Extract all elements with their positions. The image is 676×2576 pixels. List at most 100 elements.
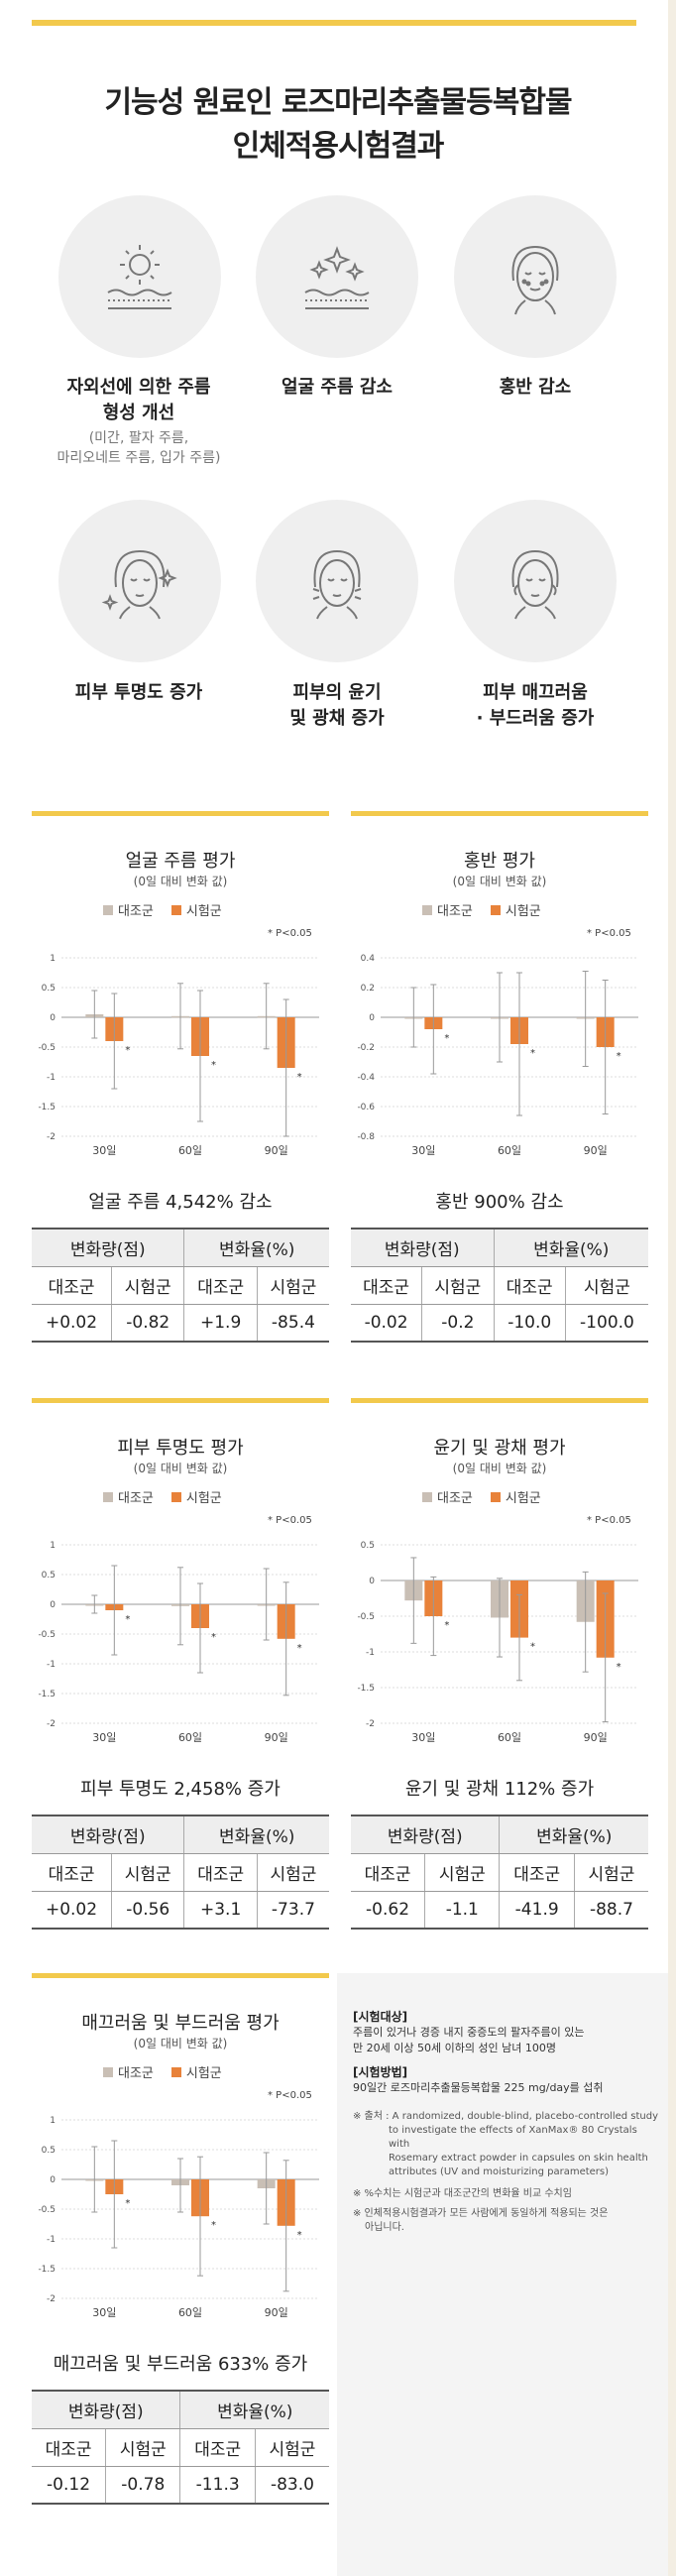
significance-star: * bbox=[444, 1033, 449, 1044]
chart-subtitle: (0일 대비 변화 값) bbox=[452, 875, 547, 888]
y-tick-label: -0.8 bbox=[357, 1132, 375, 1142]
bar-chart: 0.4 0.2 0 -0.2 -0.4 -0.6 -0.8 * 30일 * 60일 * 90일 bbox=[357, 954, 638, 1157]
header-control: 대조군 bbox=[32, 2428, 106, 2467]
x-category-label: 60일 bbox=[498, 1143, 521, 1157]
significance-note: * P<0.05 bbox=[587, 928, 631, 939]
significance-note: * P<0.05 bbox=[268, 928, 312, 939]
x-category-label: 30일 bbox=[411, 1730, 435, 1744]
y-tick-label: 0.5 bbox=[42, 2146, 56, 2156]
header-change-amount: 변화량(점) bbox=[351, 1815, 500, 1854]
y-tick-label: 0.2 bbox=[361, 984, 375, 994]
y-tick-label: -2 bbox=[366, 1719, 375, 1729]
y-tick-label: -0.5 bbox=[38, 1630, 56, 1640]
y-tick-label: -1 bbox=[366, 1648, 375, 1658]
chart-subtitle: (0일 대비 변화 값) bbox=[133, 1462, 228, 1475]
legend-swatch-control bbox=[103, 2066, 113, 2077]
x-category-label: 30일 bbox=[92, 1143, 116, 1157]
y-tick-label: 0 bbox=[50, 2175, 56, 2185]
legend-swatch-control bbox=[103, 1491, 113, 1502]
subjects-line1: 주름이 있거나 경증 내지 중증도의 팔자주름이 있는 bbox=[353, 2026, 585, 2039]
section-accent-bar bbox=[32, 811, 329, 816]
table-value: -0.82 bbox=[111, 1304, 184, 1343]
source-line2: to investigate the effects of XanMax® 80… bbox=[389, 2125, 637, 2150]
header-test: 시험군 bbox=[256, 1853, 329, 1892]
effect-label-2: 얼굴 주름 감소 bbox=[282, 377, 393, 398]
table-value: +0.02 bbox=[32, 1891, 112, 1930]
header-control: 대조군 bbox=[493, 1266, 566, 1305]
chart-legend: 대조군 시험군 bbox=[422, 900, 541, 919]
legend-swatch-test bbox=[490, 1491, 501, 1502]
legend-test: 시험군 bbox=[490, 900, 541, 919]
table-value: -0.56 bbox=[111, 1891, 184, 1930]
y-tick-label: 0 bbox=[369, 1577, 375, 1586]
effect-label-5a: 피부의 윤기 bbox=[292, 682, 382, 703]
significance-star: * bbox=[211, 1632, 216, 1643]
subjects-heading: [시험대상] bbox=[353, 2010, 408, 2024]
significance-star: * bbox=[297, 2230, 302, 2241]
result-table: 변화량(점) 변화율(%) 대조군 시험군 대조군 시험군 -0.62 -1.1 -41.9 -8… bbox=[351, 1815, 648, 1930]
note-rate: ※ %수치는 시험군과 대조군간의 변화율 비교 수치임 bbox=[353, 2188, 572, 2199]
legend-control: 대조군 bbox=[422, 1487, 473, 1506]
header-control: 대조군 bbox=[179, 2428, 256, 2467]
legend-swatch-control bbox=[422, 904, 432, 915]
table-value: +0.02 bbox=[32, 1304, 112, 1343]
face-smooth-icon bbox=[454, 500, 617, 662]
chart-title: 홍반 평가 bbox=[464, 851, 535, 872]
header-control: 대조군 bbox=[351, 1266, 422, 1305]
table-value: -85.4 bbox=[256, 1304, 329, 1343]
source-line3: Rosemary extract powder in capsules on s… bbox=[389, 2153, 648, 2164]
y-tick-label: 1 bbox=[50, 2116, 56, 2126]
result-table: 변화량(점) 변화율(%) 대조군 시험군 대조군 시험군 +0.02 -0.82 +1.9 -8… bbox=[32, 1228, 329, 1343]
y-tick-label: 0.5 bbox=[42, 1571, 56, 1581]
effect-label-4: 피부 투명도 증가 bbox=[74, 682, 203, 703]
x-category-label: 90일 bbox=[584, 1730, 608, 1744]
section-accent-bar bbox=[32, 1398, 329, 1403]
legend-swatch-test bbox=[170, 1491, 181, 1502]
header-control: 대조군 bbox=[499, 1853, 575, 1892]
y-tick-label: -1.5 bbox=[38, 1103, 56, 1112]
effect-label-5b: 및 광채 증가 bbox=[289, 708, 385, 729]
y-tick-label: 1 bbox=[50, 954, 56, 964]
header-test: 시험군 bbox=[573, 1853, 648, 1892]
significance-star: * bbox=[530, 1048, 535, 1059]
page-title-line2: 인체적용시험결과 bbox=[232, 129, 445, 164]
x-category-label: 30일 bbox=[411, 1143, 435, 1157]
effect-sub-1b: 마리오네트 주름, 입가 주름) bbox=[56, 450, 221, 466]
header-change-rate: 변화율(%) bbox=[499, 1815, 648, 1854]
significance-note: * P<0.05 bbox=[268, 1515, 312, 1526]
table-value: -0.78 bbox=[105, 2466, 180, 2505]
y-tick-label: -2 bbox=[47, 2294, 56, 2304]
legend-label-control: 대조군 bbox=[437, 1491, 473, 1506]
significance-star: * bbox=[530, 1642, 535, 1653]
result-table: 변화량(점) 변화율(%) 대조군 시험군 대조군 시험군 +0.02 -0.56 +3.1 -7… bbox=[32, 1815, 329, 1930]
face-glow-icon bbox=[256, 500, 418, 662]
effect-label-3: 홍반 감소 bbox=[499, 377, 572, 398]
x-category-label: 30일 bbox=[92, 1730, 116, 1744]
chart-subtitle: (0일 대비 변화 값) bbox=[452, 1462, 547, 1475]
header-change-amount: 변화량(점) bbox=[32, 1815, 184, 1854]
section-accent-bar bbox=[32, 1973, 329, 1978]
header-change-rate: 변화율(%) bbox=[493, 1228, 648, 1267]
result-table: 변화량(점) 변화율(%) 대조군 시험군 대조군 시험군 -0.02 -0.2 -10.0 -1… bbox=[351, 1228, 648, 1343]
effect-label-6b: · 부드러움 증가 bbox=[476, 708, 595, 729]
top-accent-bar bbox=[32, 20, 636, 26]
legend-label-control: 대조군 bbox=[118, 904, 154, 919]
table-value: -41.9 bbox=[499, 1891, 575, 1930]
bar-chart: 1 0.5 0 -0.5 -1 -1.5 -2 * 30일 * 60일 * 90일 bbox=[38, 954, 319, 1157]
legend-swatch-test bbox=[490, 904, 501, 915]
note-disclaimer-2: 아닙니다. bbox=[365, 2222, 404, 2233]
header-control: 대조군 bbox=[183, 1266, 258, 1305]
table-value: +1.9 bbox=[183, 1304, 258, 1343]
y-tick-label: 1 bbox=[50, 1541, 56, 1551]
source-line4: attributes (UV and moisturizing paramete… bbox=[389, 2166, 610, 2177]
header-change-rate: 변화율(%) bbox=[183, 1815, 329, 1854]
header-test: 시험군 bbox=[256, 1266, 329, 1305]
chart-legend: 대조군 시험군 bbox=[103, 1487, 222, 1506]
section-accent-bar bbox=[351, 1398, 648, 1403]
legend-label-control: 대조군 bbox=[437, 904, 473, 919]
legend-label-test: 시험군 bbox=[505, 1491, 541, 1506]
section-accent-bar bbox=[351, 811, 648, 816]
y-tick-label: -1.5 bbox=[38, 2265, 56, 2275]
legend-swatch-control bbox=[103, 904, 113, 915]
